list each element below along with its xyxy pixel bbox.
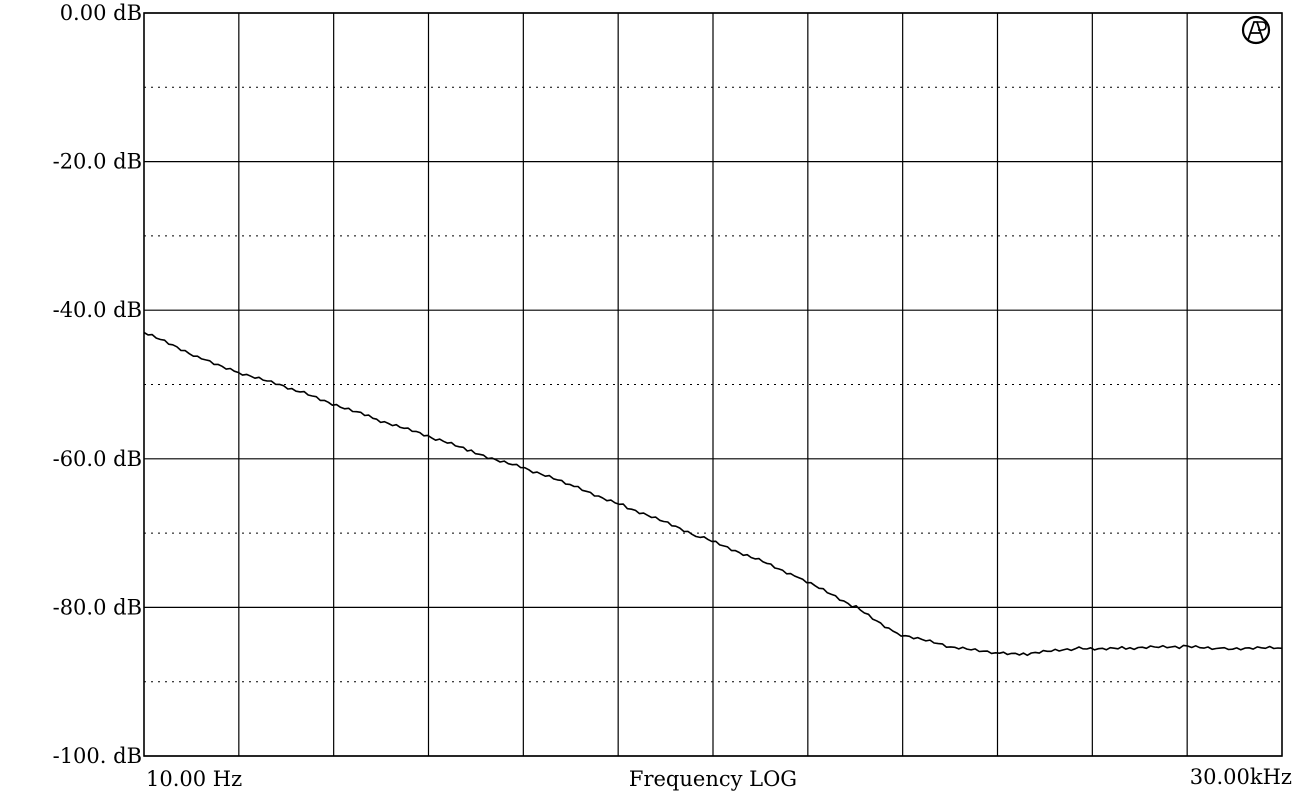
y-tick-label: -100. dB <box>53 744 142 768</box>
series-line <box>143 331 1283 657</box>
y-tick-label: -60.0 dB <box>53 447 142 471</box>
y-tick-label: -80.0 dB <box>53 595 142 619</box>
plot-frame <box>143 12 1283 757</box>
x-tick-label-min: 10.00 Hz <box>146 767 242 791</box>
y-tick-label: -20.0 dB <box>53 150 142 174</box>
y-tick-label: -40.0 dB <box>53 298 142 322</box>
y-tick-label: 0.00 dB <box>60 1 142 25</box>
grid <box>144 12 1282 757</box>
x-axis-label: Frequency LOG <box>629 767 797 791</box>
series-line-layer <box>143 331 1283 657</box>
y-tick-labels: 0.00 dB -20.0 dB -40.0 dB -60.0 dB -80.0 dB -… <box>53 1 142 768</box>
ap-audio-precision-logo <box>1241 15 1271 45</box>
x-tick-label-max: 30.00kHz <box>1190 765 1292 789</box>
